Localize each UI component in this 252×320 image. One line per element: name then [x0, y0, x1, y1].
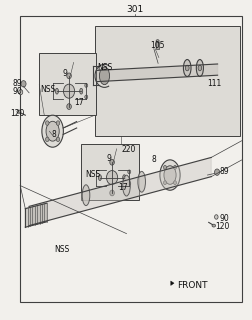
Text: 17: 17 — [118, 183, 128, 192]
Text: FRONT: FRONT — [176, 281, 207, 290]
Text: 89: 89 — [12, 79, 22, 88]
Text: NSS: NSS — [54, 245, 69, 254]
Ellipse shape — [211, 224, 215, 227]
Ellipse shape — [155, 40, 159, 42]
Circle shape — [214, 169, 219, 175]
Polygon shape — [170, 281, 173, 285]
Circle shape — [163, 165, 166, 169]
Ellipse shape — [184, 65, 188, 71]
Circle shape — [21, 81, 26, 87]
Ellipse shape — [17, 110, 21, 113]
Ellipse shape — [99, 67, 109, 85]
Circle shape — [173, 181, 176, 185]
Text: 220: 220 — [121, 145, 135, 154]
Circle shape — [173, 165, 176, 169]
Ellipse shape — [67, 104, 71, 109]
Text: NSS: NSS — [85, 170, 100, 179]
Circle shape — [56, 121, 59, 125]
Ellipse shape — [122, 175, 130, 196]
Text: NSS: NSS — [97, 63, 112, 72]
Text: 89: 89 — [219, 167, 228, 176]
Ellipse shape — [82, 185, 89, 206]
Polygon shape — [25, 203, 47, 227]
Ellipse shape — [122, 175, 125, 180]
Circle shape — [214, 215, 217, 219]
Circle shape — [127, 170, 130, 174]
Text: 9: 9 — [62, 69, 67, 78]
Circle shape — [106, 171, 117, 185]
Circle shape — [45, 137, 49, 141]
Bar — [39, 53, 96, 115]
Bar — [20, 16, 241, 302]
Ellipse shape — [98, 175, 101, 180]
Circle shape — [19, 90, 23, 95]
Text: 301: 301 — [126, 5, 143, 14]
Text: 105: 105 — [150, 41, 164, 50]
Ellipse shape — [109, 159, 114, 165]
Ellipse shape — [46, 121, 59, 141]
Text: 120: 120 — [215, 222, 229, 231]
Text: NSS: NSS — [40, 85, 55, 94]
Bar — [81, 144, 139, 200]
Bar — [94, 26, 239, 136]
Circle shape — [84, 84, 87, 87]
Circle shape — [45, 121, 49, 125]
Ellipse shape — [55, 88, 58, 94]
Ellipse shape — [163, 166, 175, 184]
Ellipse shape — [183, 60, 190, 76]
Text: 120: 120 — [10, 109, 24, 118]
Text: 8: 8 — [151, 155, 156, 164]
Circle shape — [84, 95, 87, 99]
Ellipse shape — [109, 190, 114, 196]
Polygon shape — [29, 157, 210, 226]
Ellipse shape — [42, 115, 63, 147]
Text: 17: 17 — [74, 98, 84, 107]
Circle shape — [127, 181, 130, 185]
Polygon shape — [97, 64, 217, 82]
Text: 111: 111 — [207, 79, 221, 88]
Circle shape — [63, 84, 74, 98]
Text: 90: 90 — [219, 214, 229, 223]
Text: 8: 8 — [52, 130, 56, 139]
Ellipse shape — [197, 65, 201, 71]
Ellipse shape — [67, 73, 71, 79]
Ellipse shape — [159, 160, 179, 190]
Text: 9: 9 — [106, 154, 111, 163]
Circle shape — [163, 181, 166, 185]
Bar — [156, 42, 158, 49]
Ellipse shape — [196, 60, 203, 76]
Ellipse shape — [137, 172, 145, 192]
Circle shape — [56, 137, 59, 141]
Ellipse shape — [79, 88, 82, 94]
Text: 90: 90 — [12, 87, 22, 96]
